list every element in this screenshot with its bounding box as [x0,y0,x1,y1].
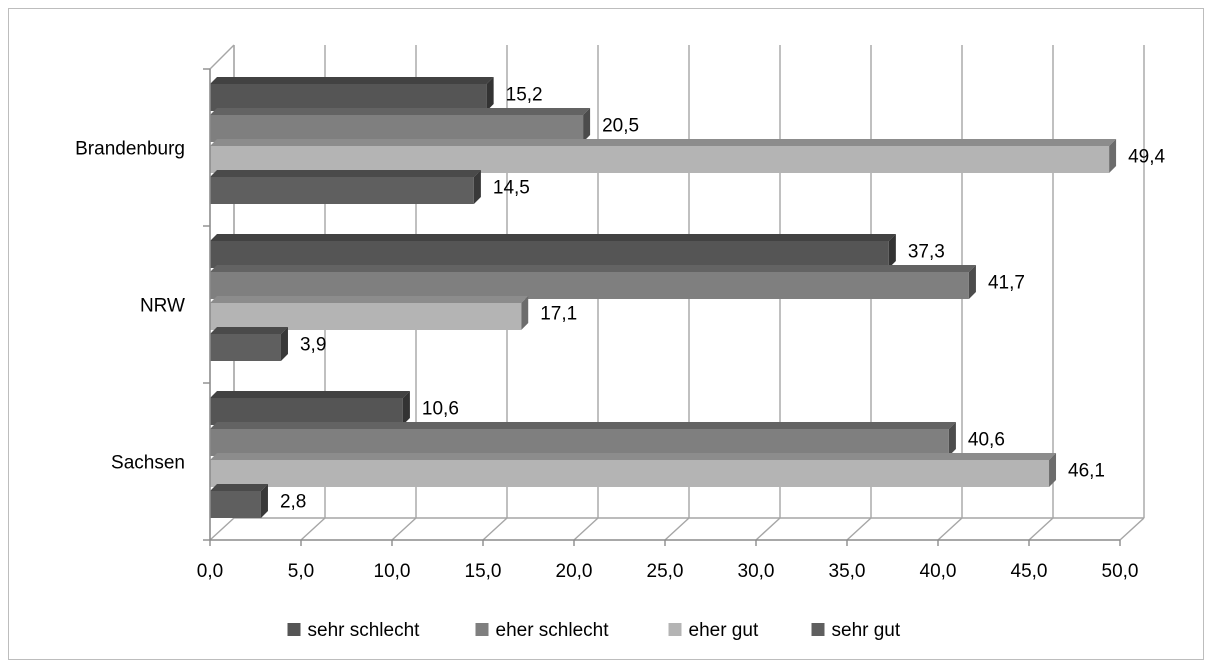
bar [210,272,969,299]
category-label: Brandenburg [75,139,185,160]
legend-label: eher gut [689,620,759,641]
data-label: 37,3 [908,242,945,263]
x-tick-label: 5,0 [288,561,314,582]
data-label: 2,8 [280,492,306,513]
bar-top-face [210,296,529,303]
bar-side-face [280,327,288,361]
floor-gridline [300,517,326,541]
bar-side-face [486,77,494,111]
floor-gridline [573,517,599,541]
legend: sehr schlecht eher schlecht eher gut sehr g… [287,620,901,641]
bar [210,146,1110,173]
data-label: 14,5 [493,178,530,199]
axis-layer: 0,0 5,0 10,0 15,0 20,0 25,0 30,0 35,0 40,0 45,0 50… [75,68,1139,582]
bar-side-face [521,296,529,330]
data-label: 49,4 [1128,147,1165,168]
bar [210,398,403,425]
bar-top-face [210,234,896,241]
data-label: 20,5 [602,116,639,137]
legend-swatch [475,623,489,636]
floor-gridline [664,517,690,541]
bar-top-face [210,77,494,84]
floor-gridline [1119,517,1145,541]
bar-side-face [888,234,896,268]
bar-side-face [948,422,956,456]
bar-top-face [210,265,976,272]
x-tick-label: 30,0 [738,561,775,582]
legend-swatch [287,623,301,636]
bars-layer [210,77,1117,518]
floor-gridline [209,517,235,541]
data-label: 15,2 [506,85,543,106]
side-wall-top [209,44,235,70]
x-tick-label: 0,0 [197,561,223,582]
labels-layer: 15,2 20,5 49,4 14,5 37,3 41,7 17,1 3,9 10,6 40,6 4… [280,85,1166,513]
bar-top-face [210,170,481,177]
bar [210,241,889,268]
x-tick-label: 50,0 [1102,561,1139,582]
bar-top-face [210,391,410,398]
bar [210,84,487,111]
x-tick-label: 20,0 [556,561,593,582]
bar-top-face [210,484,268,491]
legend-swatch [668,623,682,636]
legend-label: sehr gut [832,620,901,641]
bar-top-face [210,139,1117,146]
bar [210,303,522,330]
bar-side-face [402,391,410,425]
bar [210,429,949,456]
category-label: NRW [140,296,185,317]
bar-side-face [473,170,481,204]
legend-swatch [811,623,825,636]
chart-frame [8,8,1204,660]
x-tick-label: 35,0 [829,561,866,582]
bar-side-face [968,265,976,299]
x-tick-label: 25,0 [647,561,684,582]
bar-top-face [210,327,288,334]
bar [210,115,584,142]
data-label: 3,9 [300,335,326,356]
data-label: 40,6 [968,430,1005,451]
floor-gridline [937,517,963,541]
data-label: 17,1 [540,304,577,325]
floor-gridline [482,517,508,541]
bar-side-face [1109,139,1117,173]
data-label: 46,1 [1068,461,1105,482]
data-label: 41,7 [988,273,1025,294]
x-tick-label: 10,0 [374,561,411,582]
bar [210,460,1050,487]
floor-gridline [846,517,872,541]
floor-gridline [391,517,417,541]
bar-top-face [210,108,591,115]
bar [210,491,261,518]
bar [210,334,281,361]
floor-gridline [1028,517,1054,541]
bar-side-face [1049,453,1057,487]
legend-label: eher schlecht [496,620,610,641]
x-tick-label: 15,0 [465,561,502,582]
bar [210,177,474,204]
bar-side-face [260,484,268,518]
category-label: Sachsen [111,453,185,474]
legend-label: sehr schlecht [308,620,421,641]
bar-top-face [210,453,1057,460]
bar-top-face [210,422,956,429]
x-tick-label: 45,0 [1011,561,1048,582]
data-label: 10,6 [422,399,459,420]
x-tick-label: 40,0 [920,561,957,582]
floor-gridline [755,517,781,541]
bar-side-face [583,108,591,142]
